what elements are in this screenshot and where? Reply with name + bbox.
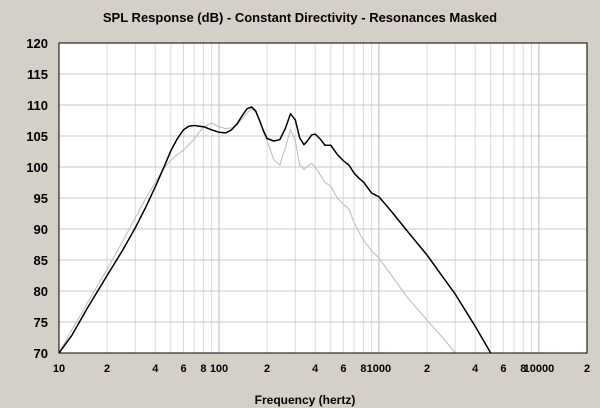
y-tick-label: 95: [34, 191, 48, 206]
x-tick-label: 4: [312, 363, 319, 375]
x-tick-label: 2: [424, 363, 430, 375]
chart-title: SPL Response (dB) - Constant Directivity…: [103, 10, 497, 25]
x-tick-label: 10000: [524, 363, 555, 375]
x-tick-label: 2: [104, 363, 110, 375]
x-tick-label: 6: [180, 363, 186, 375]
x-tick-label: 2: [264, 363, 270, 375]
y-tick-label: 110: [27, 98, 48, 113]
x-tick-label: 8: [360, 363, 366, 375]
series-line-1: [58, 107, 456, 354]
x-tick-label: 4: [472, 363, 479, 375]
x-axis-label: Frequency (hertz): [255, 393, 356, 407]
y-axis-ticks: 70 75 80 85 90 95 100 105 110 115 120: [26, 36, 48, 361]
y-tick-label: 70: [34, 346, 48, 361]
series-line-0: [58, 106, 492, 354]
y-tick-label: 120: [26, 36, 48, 51]
x-tick-label: 10: [53, 363, 65, 375]
x-tick-label: 8: [520, 363, 526, 375]
x-tick-label: 6: [500, 363, 506, 375]
y-tick-label: 80: [34, 284, 48, 299]
y-tick-label: 75: [34, 315, 48, 330]
x-tick-label: 100: [210, 363, 228, 375]
x-tick-label: 6: [340, 363, 346, 375]
plot-border: [58, 42, 588, 354]
x-tick-label: 2: [584, 363, 590, 375]
x-tick-label: 1000: [367, 363, 391, 375]
y-tick-label: 100: [26, 160, 48, 175]
x-tick-label: 4: [152, 363, 159, 375]
series-layer: [58, 106, 492, 354]
y-tick-label: 85: [34, 253, 48, 268]
grid: [59, 43, 587, 353]
x-tick-label: 8: [200, 363, 206, 375]
y-tick-label: 105: [26, 129, 48, 144]
y-tick-label: 90: [34, 222, 48, 237]
y-tick-label: 115: [27, 67, 48, 82]
